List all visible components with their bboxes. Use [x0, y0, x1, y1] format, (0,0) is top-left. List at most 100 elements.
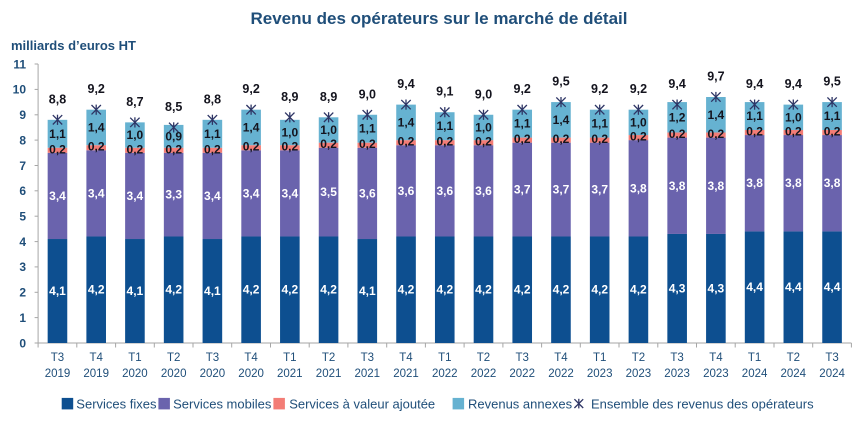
svg-text:T3: T3 [361, 352, 374, 364]
svg-text:0,2: 0,2 [746, 125, 763, 139]
svg-text:3,8: 3,8 [824, 176, 841, 190]
svg-text:Services à valeur ajoutée: Services à valeur ajoutée [289, 396, 435, 411]
svg-text:0,2: 0,2 [243, 140, 260, 154]
svg-text:4,4: 4,4 [746, 280, 763, 294]
svg-text:9: 9 [19, 108, 26, 122]
svg-text:8,8: 8,8 [49, 92, 66, 106]
svg-text:1,4: 1,4 [708, 108, 725, 122]
svg-text:3,4: 3,4 [204, 189, 221, 203]
svg-text:0,2: 0,2 [281, 140, 298, 154]
svg-text:1,4: 1,4 [398, 115, 415, 129]
svg-text:4,2: 4,2 [281, 283, 298, 297]
svg-text:2023: 2023 [626, 368, 652, 380]
svg-text:3,7: 3,7 [591, 183, 608, 197]
svg-text:2021: 2021 [277, 368, 303, 380]
svg-text:0,2: 0,2 [165, 142, 182, 156]
svg-text:2023: 2023 [587, 368, 613, 380]
svg-text:1,1: 1,1 [746, 109, 763, 123]
svg-text:3,4: 3,4 [281, 186, 298, 200]
svg-text:T2: T2 [787, 352, 800, 364]
svg-text:9,4: 9,4 [668, 77, 685, 91]
svg-text:T1: T1 [283, 352, 296, 364]
svg-text:2021: 2021 [316, 368, 342, 380]
svg-text:T4: T4 [554, 352, 568, 364]
svg-text:2024: 2024 [781, 368, 807, 380]
svg-text:3,6: 3,6 [359, 186, 376, 200]
svg-text:1,0: 1,0 [127, 128, 144, 142]
svg-text:2024: 2024 [819, 368, 845, 380]
svg-text:3,5: 3,5 [320, 185, 337, 199]
svg-text:1,0: 1,0 [320, 123, 337, 137]
svg-text:3,8: 3,8 [785, 176, 802, 190]
svg-text:9,2: 9,2 [514, 82, 531, 96]
svg-text:4: 4 [19, 235, 26, 249]
svg-text:2019: 2019 [45, 368, 71, 380]
svg-text:9,2: 9,2 [88, 82, 105, 96]
svg-text:2019: 2019 [83, 368, 109, 380]
svg-text:8,9: 8,9 [281, 90, 298, 104]
svg-text:Services fixes: Services fixes [76, 396, 157, 411]
svg-text:0,2: 0,2 [88, 140, 105, 154]
svg-text:Revenus annexes: Revenus annexes [468, 396, 573, 411]
svg-text:1,1: 1,1 [824, 109, 841, 123]
svg-text:4,1: 4,1 [204, 284, 221, 298]
svg-text:T3: T3 [670, 352, 683, 364]
svg-text:1,0: 1,0 [785, 110, 802, 124]
svg-text:1,0: 1,0 [475, 120, 492, 134]
svg-text:9,4: 9,4 [785, 77, 802, 91]
svg-text:T3: T3 [51, 352, 64, 364]
svg-text:4,1: 4,1 [127, 284, 144, 298]
svg-text:0,2: 0,2 [359, 137, 376, 151]
svg-text:8,8: 8,8 [204, 92, 221, 106]
svg-text:3,6: 3,6 [398, 184, 415, 198]
svg-text:0,2: 0,2 [49, 142, 66, 156]
svg-text:1,1: 1,1 [514, 117, 531, 131]
svg-text:6: 6 [19, 184, 26, 198]
svg-text:9,4: 9,4 [397, 77, 414, 91]
svg-text:T4: T4 [89, 352, 103, 364]
svg-text:0,2: 0,2 [553, 132, 570, 146]
svg-text:3,4: 3,4 [49, 189, 66, 203]
svg-text:4,4: 4,4 [824, 280, 841, 294]
svg-text:2022: 2022 [471, 368, 497, 380]
svg-text:1,1: 1,1 [436, 119, 453, 133]
svg-text:9,0: 9,0 [475, 87, 492, 101]
svg-text:4,2: 4,2 [88, 283, 105, 297]
svg-text:9,4: 9,4 [746, 77, 763, 91]
svg-text:4,1: 4,1 [49, 284, 66, 298]
svg-text:T4: T4 [399, 352, 413, 364]
svg-text:1,4: 1,4 [88, 120, 105, 134]
svg-text:1,4: 1,4 [553, 113, 570, 127]
svg-text:9,1: 9,1 [436, 85, 453, 99]
svg-text:2023: 2023 [703, 368, 729, 380]
svg-text:0,2: 0,2 [591, 132, 608, 146]
svg-text:2022: 2022 [432, 368, 458, 380]
svg-text:8,9: 8,9 [320, 90, 337, 104]
svg-text:T4: T4 [709, 352, 723, 364]
svg-text:Ensemble des revenus des opéra: Ensemble des revenus des opérateurs [591, 396, 814, 411]
svg-text:4,2: 4,2 [436, 283, 453, 297]
svg-text:4,2: 4,2 [165, 283, 182, 297]
svg-text:10: 10 [13, 83, 27, 97]
svg-text:3,6: 3,6 [436, 184, 453, 198]
svg-text:7: 7 [19, 159, 26, 173]
svg-text:4,1: 4,1 [359, 284, 376, 298]
svg-text:9,5: 9,5 [552, 75, 569, 89]
svg-text:3,4: 3,4 [127, 189, 144, 203]
svg-text:0,2: 0,2 [320, 137, 337, 151]
svg-text:T1: T1 [438, 352, 451, 364]
svg-text:0,2: 0,2 [824, 125, 841, 139]
svg-text:2021: 2021 [355, 368, 381, 380]
svg-text:0,2: 0,2 [630, 130, 647, 144]
svg-text:T1: T1 [128, 352, 141, 364]
svg-text:4,2: 4,2 [514, 283, 531, 297]
svg-text:9,2: 9,2 [630, 82, 647, 96]
svg-text:T4: T4 [244, 352, 258, 364]
svg-text:3,8: 3,8 [630, 181, 647, 195]
svg-text:2022: 2022 [548, 368, 574, 380]
svg-text:0,2: 0,2 [669, 127, 686, 141]
svg-text:2020: 2020 [122, 368, 148, 380]
svg-text:Services mobiles: Services mobiles [173, 396, 272, 411]
svg-text:2024: 2024 [742, 368, 768, 380]
svg-text:1,2: 1,2 [669, 110, 686, 124]
